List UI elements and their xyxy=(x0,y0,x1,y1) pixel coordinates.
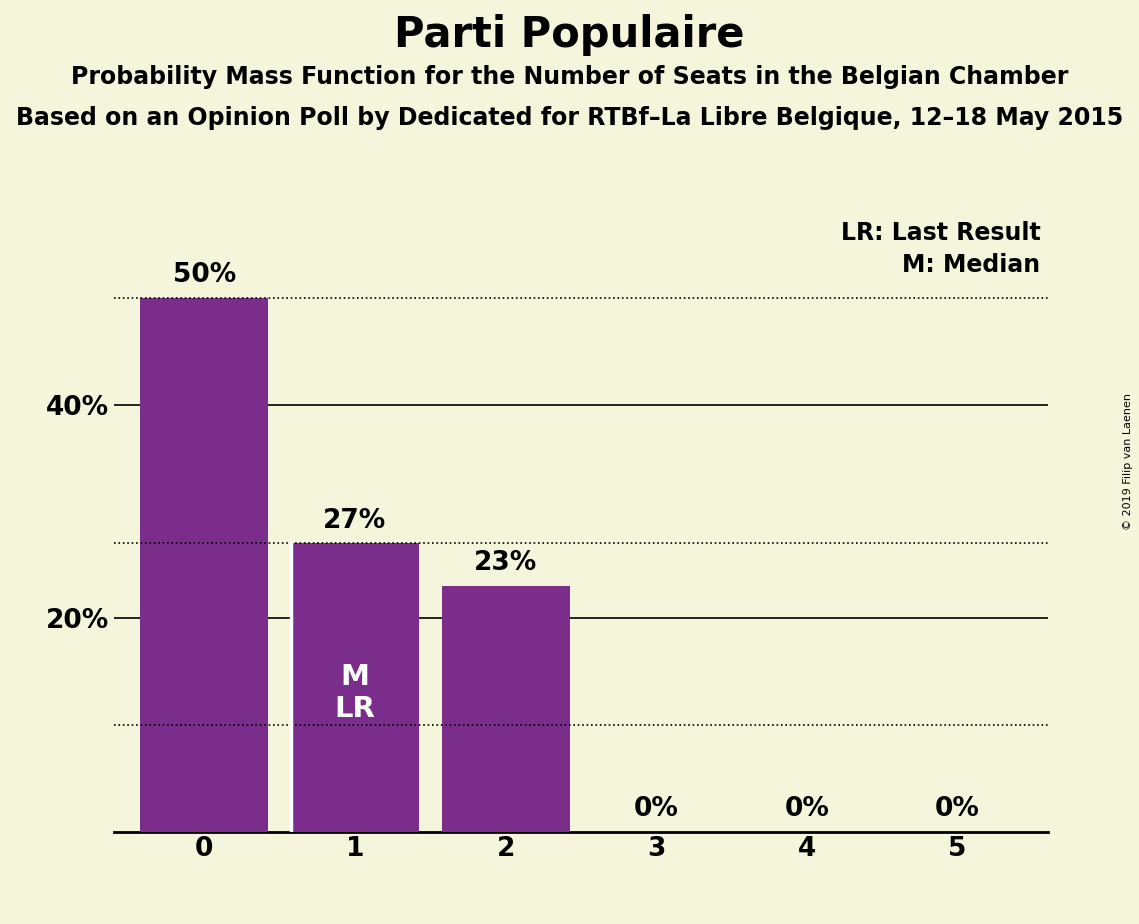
Text: 23%: 23% xyxy=(474,551,538,577)
Text: 27%: 27% xyxy=(323,508,386,534)
Bar xyxy=(290,543,419,832)
Text: Based on an Opinion Poll by Dedicated for RTBf–La Libre Belgique, 12–18 May 2015: Based on an Opinion Poll by Dedicated fo… xyxy=(16,106,1123,130)
Text: Parti Populaire: Parti Populaire xyxy=(394,14,745,55)
Text: 0%: 0% xyxy=(785,796,829,822)
Text: LR: Last Result: LR: Last Result xyxy=(841,221,1040,245)
Text: 0%: 0% xyxy=(935,796,980,822)
Text: Probability Mass Function for the Number of Seats in the Belgian Chamber: Probability Mass Function for the Number… xyxy=(71,65,1068,89)
Text: © 2019 Filip van Laenen: © 2019 Filip van Laenen xyxy=(1123,394,1133,530)
Bar xyxy=(442,586,570,832)
Text: 50%: 50% xyxy=(173,262,236,288)
Text: 0%: 0% xyxy=(633,796,679,822)
Text: M: Median: M: Median xyxy=(902,253,1040,277)
Bar xyxy=(140,298,269,832)
Text: M
LR: M LR xyxy=(335,663,376,723)
